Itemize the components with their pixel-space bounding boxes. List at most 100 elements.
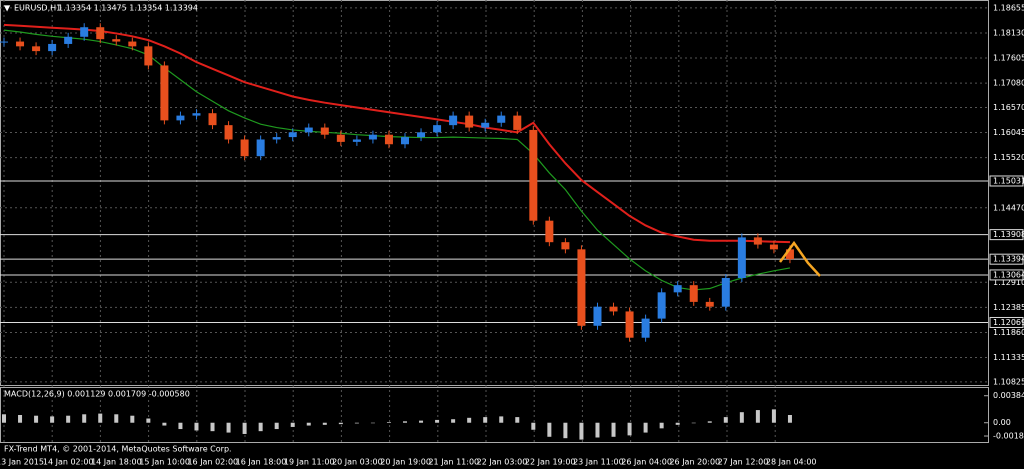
x-tick-label: 26 Jan 20:00 [669, 458, 720, 467]
macd-bar [18, 415, 23, 423]
y-tick-label: 1.14470 [993, 203, 1024, 212]
macd-bar [114, 414, 119, 423]
candle [0, 41, 8, 43]
candle [128, 41, 137, 47]
macd-bar [130, 415, 135, 423]
level-box [989, 269, 1024, 281]
macd-bar [146, 418, 151, 423]
candle [609, 306, 618, 312]
macd-bar [435, 419, 440, 423]
macd-bar [50, 416, 55, 423]
candle [513, 115, 522, 130]
quote: 1.13354 1.13475 1.13354 1.13394 [58, 4, 198, 13]
x-tick-label: 19 Jan 11:00 [284, 458, 335, 467]
macd-bar [643, 422, 648, 433]
candle [593, 306, 602, 326]
macd-frame [0, 387, 989, 443]
macd-bar [226, 422, 231, 433]
x-tick-label: 22 Jan 19:00 [525, 458, 576, 467]
moving-average [3, 23, 790, 244]
macd-bar [354, 422, 359, 424]
macd-bar [2, 414, 6, 423]
candle [32, 46, 41, 52]
x-tick-label: 22 Jan 03:00 [477, 458, 528, 467]
candle [272, 137, 281, 140]
candle [625, 311, 634, 338]
candle [256, 139, 265, 157]
collapse-icon[interactable]: ▼ [4, 4, 11, 13]
y-tick-label: 0.003843 [993, 391, 1024, 400]
macd-bar [499, 416, 504, 423]
y-tick-label: 1.16045 [993, 128, 1024, 137]
x-tick-label: 20 Jan 03:00 [332, 458, 383, 467]
candle [320, 127, 329, 135]
candle [96, 27, 105, 40]
macd-bar [467, 417, 472, 423]
candle [192, 113, 201, 116]
candle [336, 134, 345, 142]
level-label: 1.13908 [993, 230, 1024, 239]
y-tick-label: 1.17605 [993, 54, 1024, 63]
macd-bar [563, 422, 568, 439]
candle [497, 115, 506, 123]
candle [657, 292, 666, 319]
candle [401, 137, 409, 145]
symbol: EURUSD,H1 [14, 4, 61, 13]
candle [144, 46, 153, 66]
x-tick-label: 23 Jan 11:00 [573, 458, 624, 467]
macd-bar [242, 422, 247, 434]
macd-bar [659, 422, 664, 429]
y-tick-label: 1.11860 [993, 328, 1024, 337]
y-tick-label: 1.10825 [993, 377, 1024, 386]
macd-bar [34, 415, 39, 423]
macd-bar [531, 422, 536, 430]
macd-bar [691, 422, 696, 424]
candle [529, 129, 538, 221]
moving-average [3, 29, 791, 291]
macd-bar [274, 422, 279, 430]
macd-bar [771, 409, 776, 423]
candle [753, 237, 762, 245]
candle [481, 122, 490, 128]
candle [64, 36, 73, 44]
candle [240, 139, 249, 157]
candle [465, 115, 474, 128]
candle [208, 113, 217, 126]
macd-bar [290, 422, 295, 427]
candle [352, 139, 361, 142]
macd-bar [162, 422, 167, 426]
macd-bar [707, 421, 712, 423]
level-box [989, 316, 1024, 328]
y-tick-label: 1.15520 [993, 153, 1024, 162]
y-tick-label: -0.001891 [993, 432, 1024, 441]
macd-bar [579, 422, 584, 440]
candle [80, 27, 89, 37]
candle [417, 132, 426, 138]
candle [48, 43, 57, 52]
level-box [989, 175, 1024, 187]
candle [288, 132, 297, 138]
candle [577, 249, 586, 326]
macd-bar [675, 422, 680, 425]
macd-bar [755, 410, 760, 423]
main-frame [0, 0, 989, 386]
candle [689, 285, 698, 302]
x-tick-label: 26 Jan 04:00 [621, 458, 672, 467]
macd-bar [739, 412, 744, 423]
macd-bar [419, 420, 424, 423]
candle [769, 244, 778, 250]
macd-bar [306, 422, 311, 426]
macd-bar [370, 422, 375, 424]
macd-bar [82, 414, 87, 423]
candle [433, 125, 442, 133]
x-tick-label: 14 Jan 02:00 [43, 458, 94, 467]
x-tick-label: 27 Jan 12:00 [718, 458, 769, 467]
macd-bar [627, 422, 632, 436]
macd-bar [611, 422, 616, 437]
candle [176, 115, 185, 121]
macd-bar [210, 422, 215, 432]
candle [112, 39, 121, 42]
level-label: 1.13394 [993, 255, 1024, 264]
candle [16, 41, 25, 47]
